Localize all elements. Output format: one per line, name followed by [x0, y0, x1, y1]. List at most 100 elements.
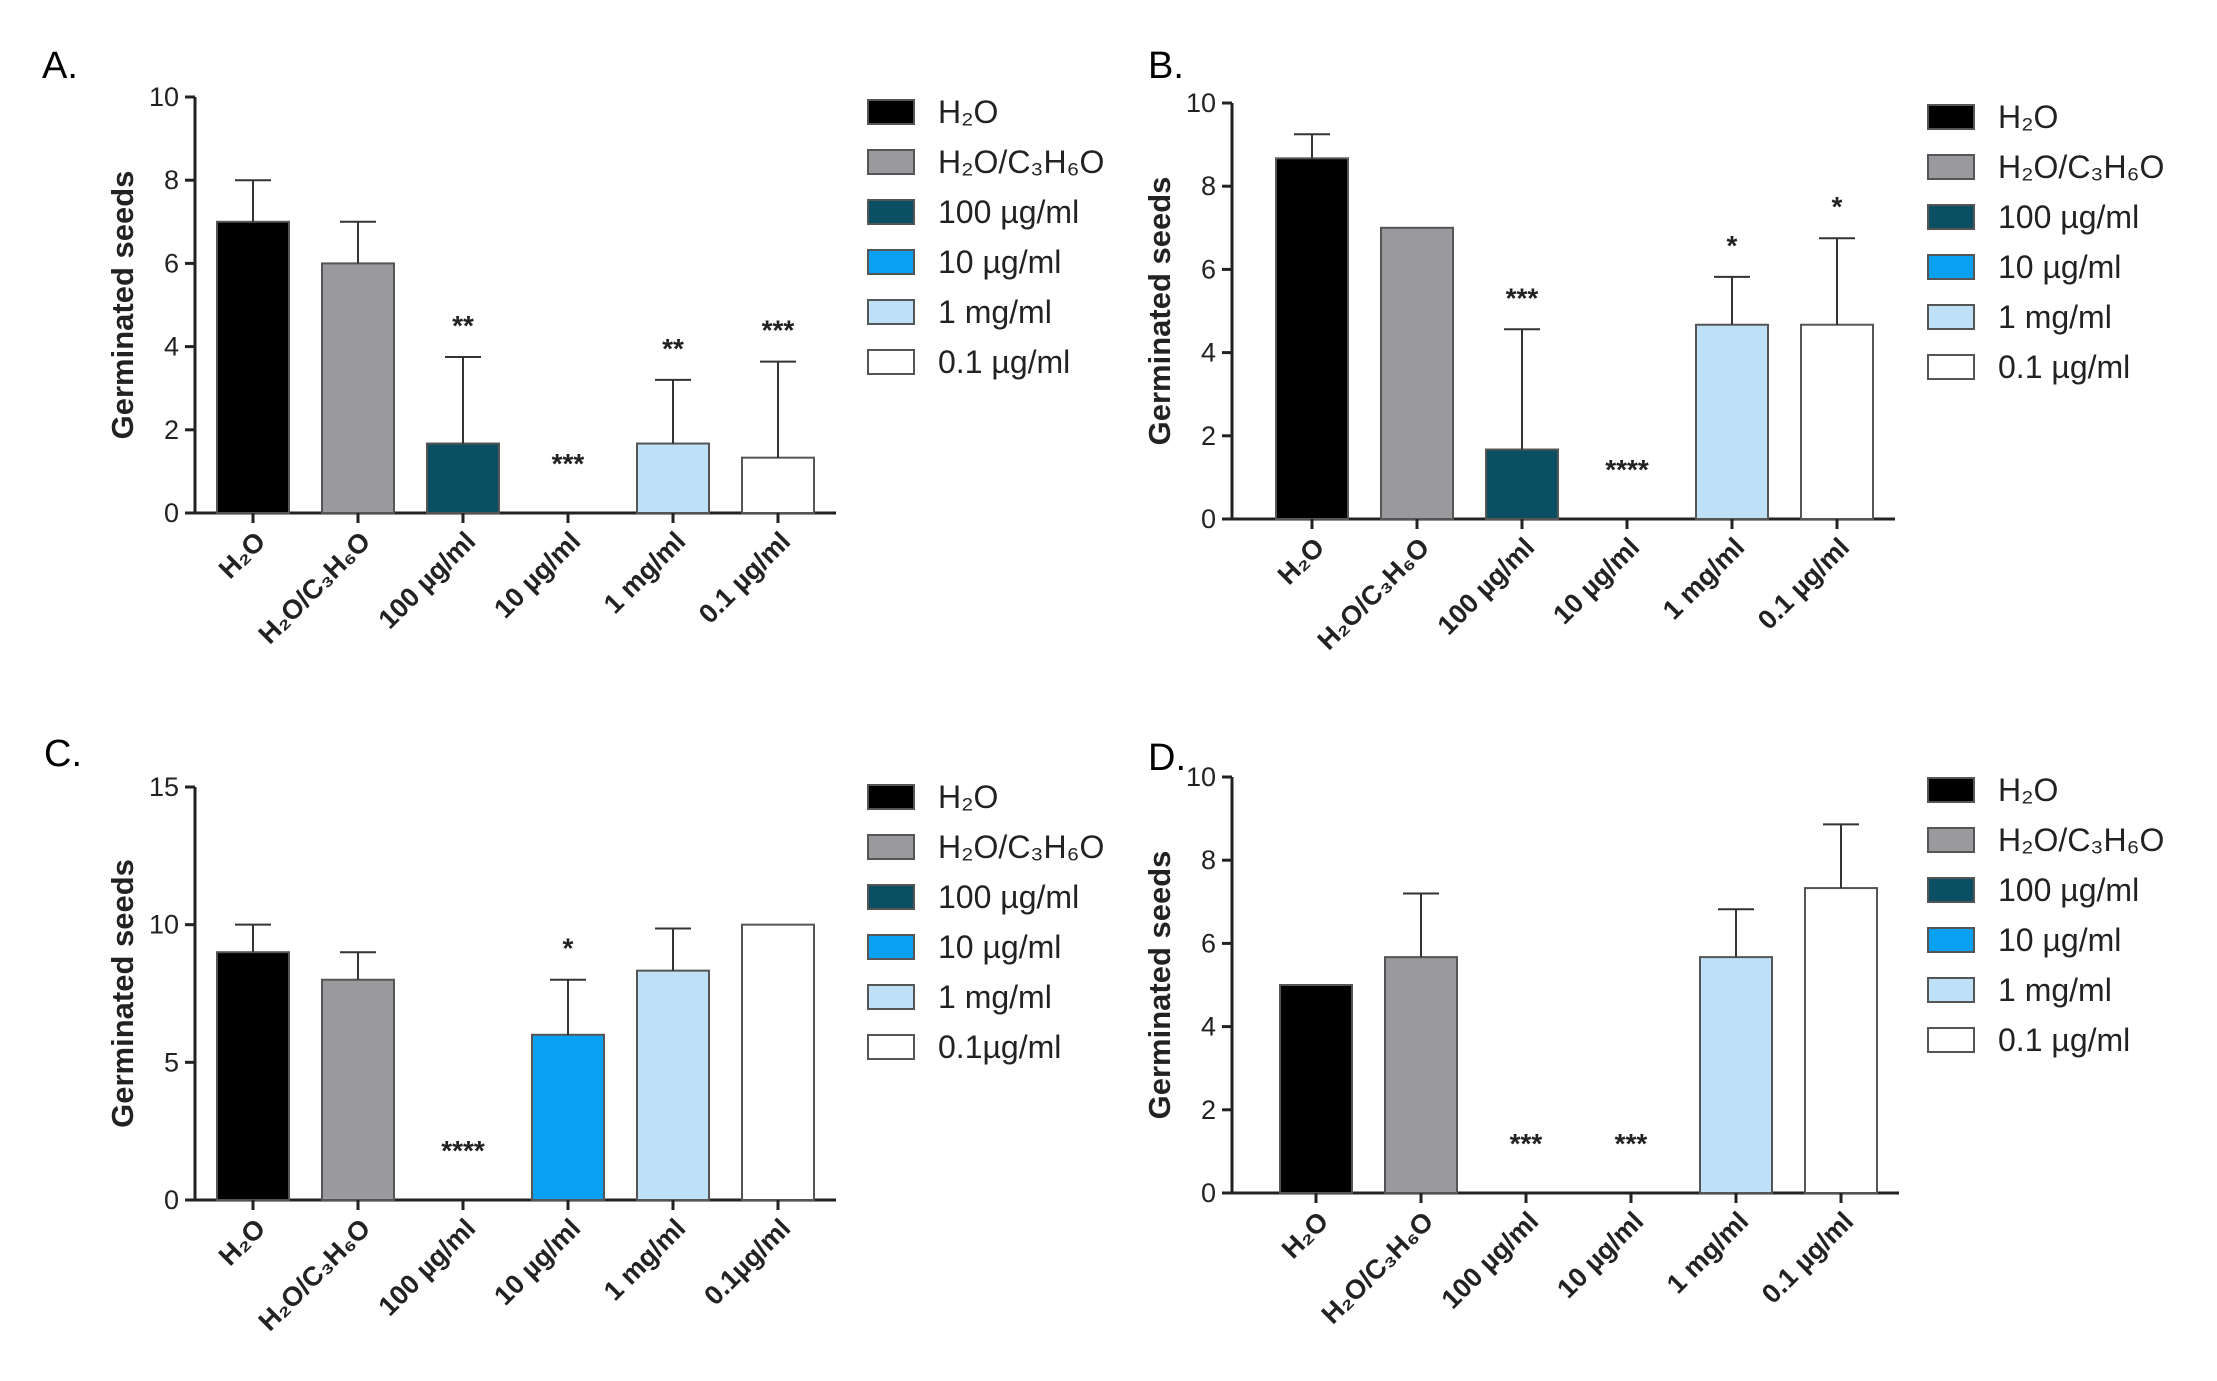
- bar: [1275, 157, 1349, 520]
- legend-label: 0.1 µg/ml: [1998, 1022, 2130, 1058]
- legend-swatch: [867, 1034, 915, 1060]
- x-tick-label: 10 µg/ml: [1551, 1206, 1649, 1304]
- y-tick-label: 10: [1186, 88, 1216, 118]
- legend-label: 1 mg/ml: [938, 294, 1052, 330]
- y-tick-label: 10: [149, 910, 179, 940]
- legend-label: H₂O: [1998, 772, 2058, 808]
- legend-label: H₂O: [1998, 99, 2058, 135]
- legend-swatch: [867, 834, 915, 860]
- y-tick-label: 5: [164, 1047, 179, 1077]
- y-tick-label: 2: [164, 415, 179, 445]
- x-tick-label: 0.1 µg/ml: [1752, 532, 1855, 635]
- legend-swatch: [867, 249, 915, 275]
- y-tick-label: 8: [1201, 171, 1216, 201]
- y-tick-label: 0: [1201, 504, 1216, 534]
- legend-swatch: [867, 199, 915, 225]
- legend-swatch: [867, 299, 915, 325]
- y-tick-label: 8: [1201, 845, 1216, 875]
- significance-label: *: [563, 933, 574, 964]
- legend-swatch: [1927, 827, 1975, 853]
- y-tick-label: 6: [1201, 254, 1216, 284]
- bar: [531, 1033, 605, 1202]
- legend-swatch: [1927, 254, 1975, 280]
- x-tick-label: 1 mg/ml: [1661, 1206, 1754, 1299]
- panel-c: C.Germinated seeds051015H₂OH₂O/C₃H₆O****…: [44, 733, 1104, 1337]
- panel-b: B.Germinated seeds0246810H₂OH₂O/C₃H₆O***…: [1142, 45, 2164, 656]
- y-tick-label: 0: [1201, 1178, 1216, 1208]
- x-tick-label: H₂O/C₃H₆O: [253, 1213, 377, 1337]
- x-tick-label: H₂O: [1276, 1206, 1334, 1264]
- y-tick-label: 0: [164, 498, 179, 528]
- x-tick-label: 0.1 µg/ml: [1756, 1206, 1859, 1309]
- y-tick-label: 4: [1201, 338, 1216, 368]
- x-tick-label: 100 µg/ml: [1436, 1206, 1545, 1315]
- y-tick-label: 15: [149, 772, 179, 802]
- legend-label: H₂O: [938, 779, 998, 815]
- legend-swatch: [1927, 154, 1975, 180]
- y-tick-label: 4: [164, 332, 179, 362]
- significance-label: ***: [762, 315, 795, 346]
- legend-swatch: [867, 934, 915, 960]
- legend-swatch: [867, 784, 915, 810]
- panel-d: D.Germinated seeds0246810H₂OH₂O/C₃H₆O***…: [1142, 737, 2164, 1330]
- y-tick-label: 4: [1201, 1012, 1216, 1042]
- y-axis-title: Germinated seeds: [105, 859, 140, 1128]
- bar: [741, 923, 815, 1202]
- y-tick-label: 0: [164, 1185, 179, 1215]
- bar: [321, 262, 395, 514]
- x-tick-label: 100 µg/ml: [373, 526, 482, 635]
- legend-swatch: [1927, 104, 1975, 130]
- significance-label: *: [1832, 191, 1843, 222]
- legend-label: 0.1µg/ml: [938, 1029, 1061, 1065]
- bar: [216, 220, 290, 515]
- legend-swatch: [867, 99, 915, 125]
- bar: [1804, 887, 1878, 1195]
- legend-swatch: [867, 149, 915, 175]
- x-tick-label: 10 µg/ml: [488, 526, 586, 624]
- significance-label: ***: [552, 448, 585, 479]
- y-tick-label: 6: [1201, 928, 1216, 958]
- significance-label: ***: [1615, 1128, 1648, 1159]
- significance-label: **: [662, 333, 684, 364]
- legend-swatch: [1927, 304, 1975, 330]
- x-tick-label: 100 µg/ml: [1432, 532, 1541, 641]
- legend-label: 100 µg/ml: [938, 194, 1079, 230]
- legend-swatch: [1927, 977, 1975, 1003]
- significance-label: *: [1727, 230, 1738, 261]
- legend-label: H₂O: [938, 94, 998, 130]
- legend-label: 1 mg/ml: [1998, 299, 2112, 335]
- x-tick-label: H₂O: [213, 1213, 271, 1271]
- x-tick-label: H₂O/C₃H₆O: [1316, 1206, 1440, 1330]
- x-tick-label: 0.1µg/ml: [698, 1213, 796, 1311]
- bar: [1699, 956, 1773, 1194]
- legend-label: 100 µg/ml: [1998, 199, 2139, 235]
- bar: [636, 969, 710, 1201]
- x-tick-label: 1 mg/ml: [1657, 532, 1750, 625]
- x-tick-label: 1 mg/ml: [598, 526, 691, 619]
- legend-label: 1 mg/ml: [938, 979, 1052, 1015]
- y-tick-label: 10: [149, 82, 179, 112]
- significance-label: ****: [441, 1135, 485, 1166]
- y-tick-label: 2: [1201, 421, 1216, 451]
- y-axis-title: Germinated seeds: [105, 171, 140, 440]
- bar: [741, 456, 815, 514]
- panel-letter: B.: [1148, 45, 1184, 87]
- legend-label: H₂O/C₃H₆O: [1998, 822, 2164, 858]
- y-axis-title: Germinated seeds: [1142, 177, 1177, 446]
- x-tick-label: 10 µg/ml: [1547, 532, 1645, 630]
- y-axis-title: Germinated seeds: [1142, 851, 1177, 1120]
- legend-label: 100 µg/ml: [1998, 872, 2139, 908]
- legend-label: H₂O/C₃H₆O: [938, 144, 1104, 180]
- x-tick-label: 0.1 µg/ml: [693, 526, 796, 629]
- legend-swatch: [867, 884, 915, 910]
- legend-swatch: [1927, 927, 1975, 953]
- significance-label: ***: [1510, 1128, 1543, 1159]
- y-tick-label: 6: [164, 248, 179, 278]
- legend-swatch: [867, 984, 915, 1010]
- legend-label: H₂O/C₃H₆O: [938, 829, 1104, 865]
- bar: [1380, 226, 1454, 521]
- legend-label: 10 µg/ml: [1998, 922, 2121, 958]
- legend-label: 10 µg/ml: [938, 244, 1061, 280]
- panel-letter: D.: [1148, 737, 1186, 779]
- legend-label: 10 µg/ml: [938, 929, 1061, 965]
